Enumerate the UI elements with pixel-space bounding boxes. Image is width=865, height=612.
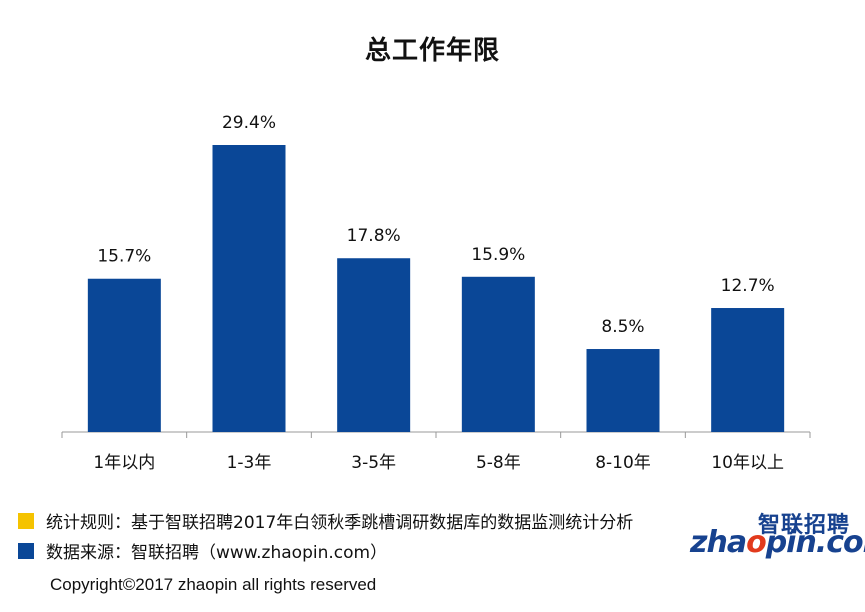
copyright: Copyright©2017 zhaopin all rights reserv… bbox=[50, 575, 377, 594]
yellow-square-icon bbox=[18, 512, 34, 529]
blue-square-icon bbox=[18, 542, 34, 559]
x-tick-label: 8-10年 bbox=[595, 453, 651, 473]
note-rule: 统计规则：基于智联招聘2017年白领秋季跳槽调研数据库的数据监测统计分析 bbox=[18, 508, 633, 533]
x-tick-label: 10年以上 bbox=[711, 453, 784, 473]
data-label: 12.7% bbox=[721, 276, 775, 296]
note-source: 数据来源：智联招聘（www.zhaopin.com） bbox=[18, 538, 387, 563]
bar bbox=[212, 145, 286, 432]
x-tick-label: 3-5年 bbox=[351, 453, 396, 473]
data-label: 15.9% bbox=[471, 245, 525, 265]
zhaopin-logo: 智联招聘 zhaopin.com bbox=[690, 505, 865, 565]
bar bbox=[337, 258, 411, 432]
logo-cn-text: 智联招聘 bbox=[757, 513, 850, 538]
bar bbox=[461, 276, 535, 432]
x-tick-label: 5-8年 bbox=[476, 453, 521, 473]
data-label: 15.7% bbox=[97, 247, 151, 267]
data-label: 17.8% bbox=[347, 226, 401, 246]
bar bbox=[87, 278, 161, 432]
x-tick-label: 1-3年 bbox=[227, 453, 272, 473]
x-tick-label: 1年以内 bbox=[93, 453, 155, 473]
bar bbox=[586, 349, 660, 432]
note-source-text: 数据来源：智联招聘（www.zhaopin.com） bbox=[46, 543, 388, 563]
chart-title: 总工作年限 bbox=[364, 36, 500, 66]
data-label: 8.5% bbox=[601, 317, 644, 337]
bar bbox=[711, 308, 785, 432]
data-label: 29.4% bbox=[222, 113, 276, 133]
logo-en-text: zhaopin.com bbox=[690, 525, 865, 560]
bar-chart: 15.7% 1年以内 29.4% 1-3年 17.8% 3-5年 15.9% 5-8年 8.5%… bbox=[61, 113, 811, 473]
note-rule-text: 统计规则：基于智联招聘2017年白领秋季跳槽调研数据库的数据监测统计分析 bbox=[46, 513, 634, 533]
